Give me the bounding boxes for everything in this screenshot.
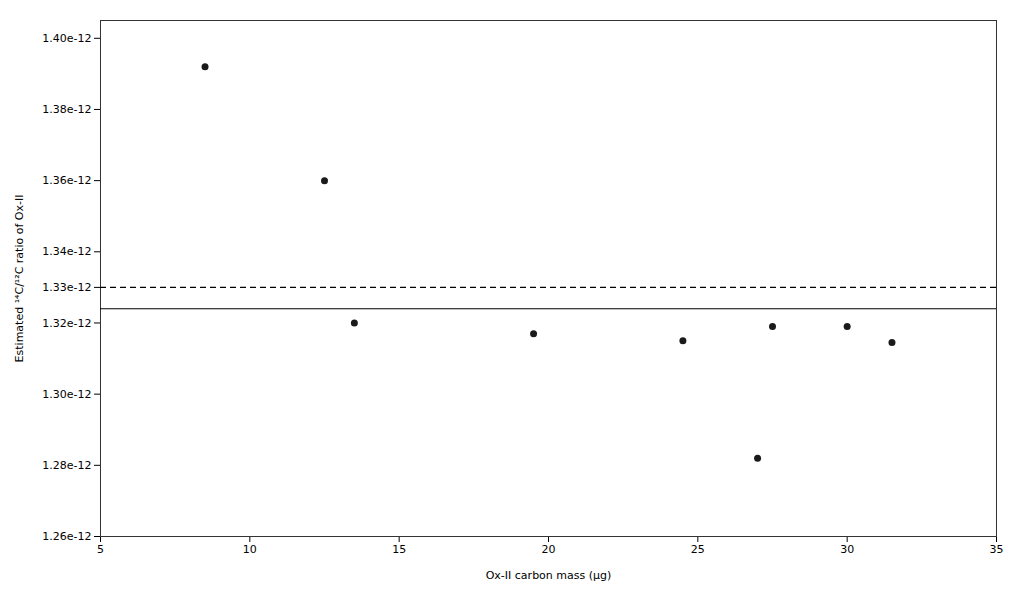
svg-text:35: 35 [990,543,1004,556]
svg-text:5: 5 [97,543,104,556]
svg-text:10: 10 [243,543,257,556]
svg-text:1.38e-12: 1.38e-12 [42,103,91,116]
svg-text:Estimated ¹⁴C/¹²C ratio of Ox-: Estimated ¹⁴C/¹²C ratio of Ox-II [13,195,26,363]
svg-text:1.28e-12: 1.28e-12 [42,459,91,472]
svg-text:25: 25 [691,543,705,556]
svg-text:1.26e-12: 1.26e-12 [42,530,91,543]
svg-text:15: 15 [392,543,406,556]
svg-text:1.30e-12: 1.30e-12 [42,388,91,401]
svg-text:Ox-II carbon mass (μg): Ox-II carbon mass (μg) [486,569,612,582]
svg-text:1.33e-12: 1.33e-12 [42,281,91,294]
svg-text:20: 20 [542,543,556,556]
svg-text:1.32e-12: 1.32e-12 [42,317,91,330]
svg-text:1.34e-12: 1.34e-12 [42,245,91,258]
svg-text:30: 30 [840,543,854,556]
svg-text:1.36e-12: 1.36e-12 [42,174,91,187]
svg-text:1.40e-12: 1.40e-12 [42,32,91,45]
